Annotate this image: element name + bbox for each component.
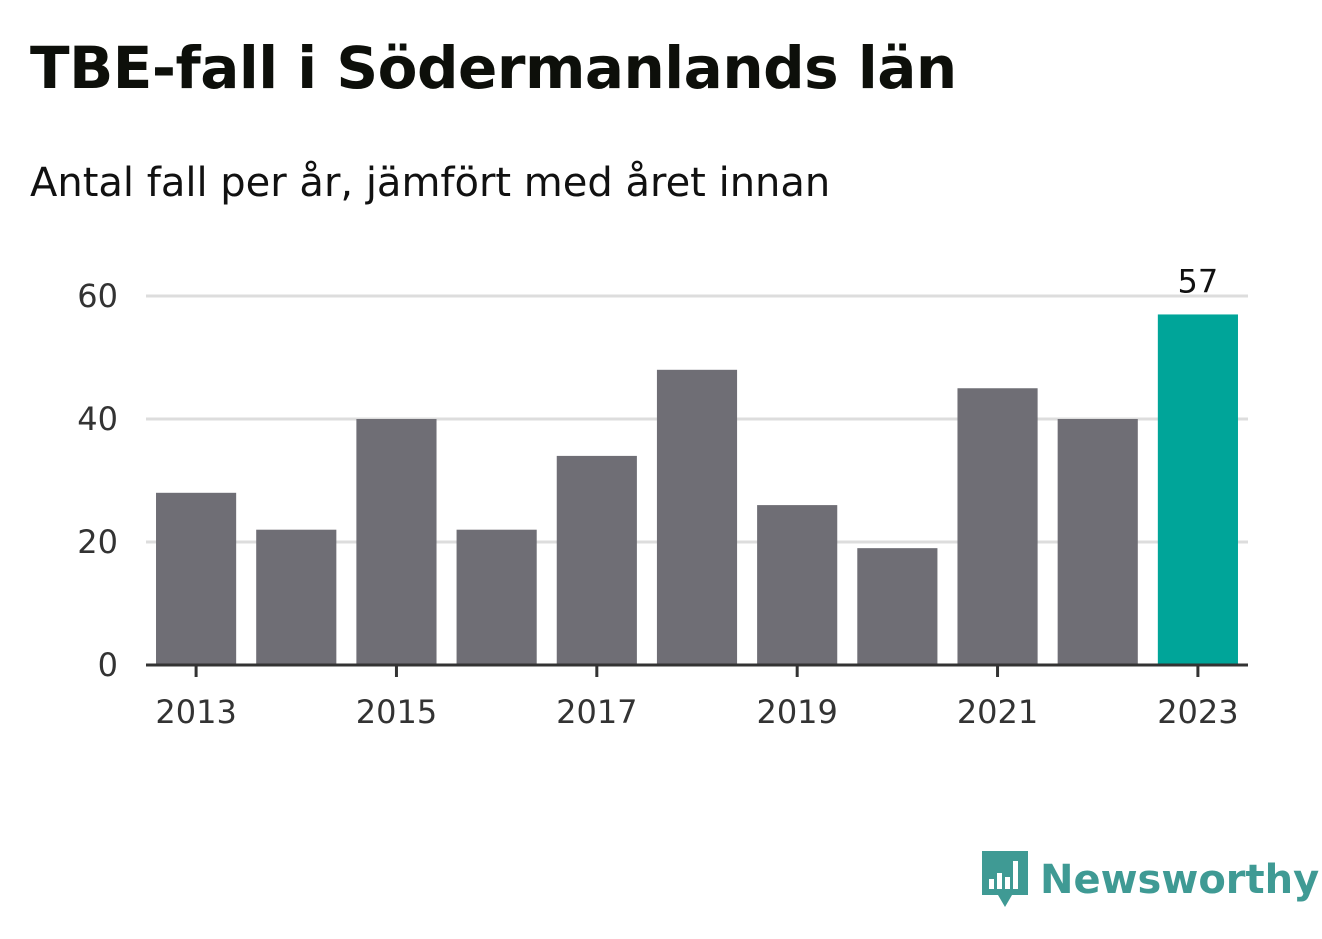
bar: [957, 388, 1038, 665]
bar: [356, 419, 437, 665]
x-tick-label: 2019: [756, 693, 837, 731]
bar: [456, 529, 537, 665]
x-axis: [146, 663, 1248, 677]
chart-subtitle: Antal fall per år, jämfört med året inna…: [30, 160, 831, 206]
bar: [656, 369, 738, 665]
y-tick-label: 40: [77, 400, 118, 438]
bar: [156, 492, 237, 665]
bar: [1157, 314, 1238, 665]
bar: [1057, 419, 1138, 665]
brand-name: Newsworthy: [1040, 857, 1320, 903]
data-label: 57: [1178, 262, 1219, 300]
x-tick-label: 2013: [155, 693, 236, 731]
labels: 0 20 40 60 2013 2015 2017 2019 2021 2023 57: [77, 262, 1238, 731]
bar: [757, 505, 838, 665]
x-tick-label: 2023: [1157, 693, 1238, 731]
newsworthy-logo-icon: [982, 851, 1028, 907]
bar: [556, 455, 637, 665]
bar: [857, 548, 938, 665]
y-tick-label: 60: [77, 277, 118, 315]
bar: [256, 529, 337, 665]
brand-logo[interactable]: Newsworthy: [980, 848, 1319, 912]
y-tick-label: 20: [77, 523, 118, 561]
x-tick-label: 2017: [556, 693, 637, 731]
x-tick-label: 2015: [356, 693, 437, 731]
bars: [156, 314, 1238, 665]
chart-title: TBE-fall i Södermanlands län: [30, 34, 957, 102]
x-tick-label: 2021: [957, 693, 1038, 731]
y-tick-label: 0: [98, 646, 118, 684]
